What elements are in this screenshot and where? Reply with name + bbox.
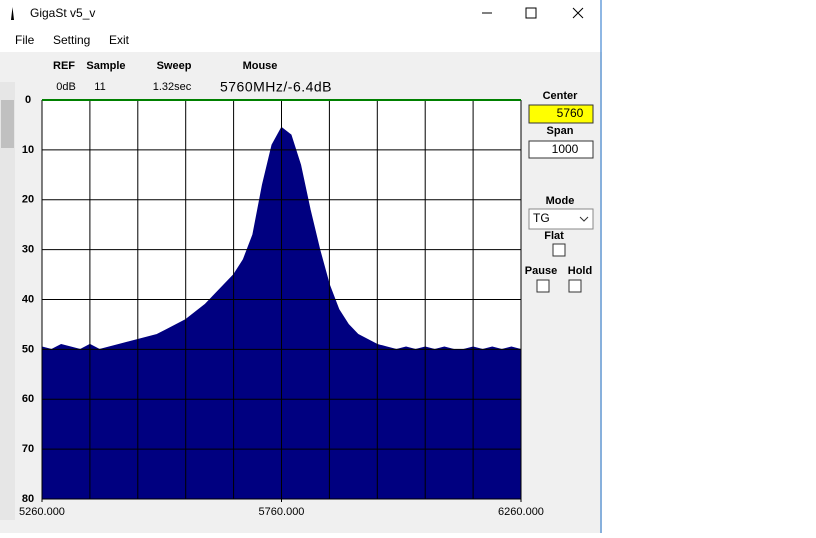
mouse-header: Mouse xyxy=(243,60,278,72)
hold-label: Hold xyxy=(568,265,592,277)
sweep-value: 1.32sec xyxy=(153,81,192,93)
flat-label: Flat xyxy=(544,230,564,242)
x-tick-label: 5760.000 xyxy=(259,506,305,518)
spectrum-plot xyxy=(41,99,522,500)
title-bar xyxy=(0,0,602,30)
y-tick-label: 30 xyxy=(22,244,34,256)
span-label: Span xyxy=(547,125,574,137)
sample-header: Sample xyxy=(86,60,125,72)
flat-checkbox[interactable] xyxy=(552,243,566,257)
scrollbar[interactable] xyxy=(0,82,15,520)
mode-select[interactable] xyxy=(528,208,594,230)
menu-exit[interactable]: Exit xyxy=(109,33,130,47)
menu-bar xyxy=(0,30,602,52)
menu-file[interactable]: File xyxy=(15,33,35,47)
center-input[interactable] xyxy=(528,104,594,124)
close-button[interactable] xyxy=(572,7,584,19)
y-tick-label: 50 xyxy=(22,343,34,355)
x-tick-label: 6260.000 xyxy=(498,506,544,518)
y-tick-label: 0 xyxy=(25,94,31,106)
span-value[interactable]: 1000 xyxy=(552,142,579,156)
maximize-button[interactable] xyxy=(525,7,537,19)
sample-value: 11 xyxy=(94,81,105,93)
scroll-thumb[interactable] xyxy=(1,100,14,148)
menu-setting[interactable]: Setting xyxy=(53,33,90,47)
app-icon xyxy=(8,7,17,20)
window-title: GigaSt v5_v xyxy=(30,6,95,20)
dropdown-arrow xyxy=(579,216,589,222)
ref-value: 0dB xyxy=(56,81,76,93)
sweep-header: Sweep xyxy=(157,60,192,72)
mode-value[interactable]: TG xyxy=(533,211,550,225)
center-label: Center xyxy=(543,90,579,102)
y-tick-label: 20 xyxy=(22,194,34,206)
y-tick-label: 60 xyxy=(22,393,34,405)
pause-label: Pause xyxy=(525,265,557,277)
span-input[interactable] xyxy=(528,140,594,159)
mode-label: Mode xyxy=(546,195,575,207)
x-tick-label: 5260.000 xyxy=(19,506,65,518)
ref-header: REF xyxy=(53,60,75,72)
y-tick-label: 80 xyxy=(22,493,34,505)
mouse-value: 5760MHz/-6.4dB xyxy=(220,79,332,95)
y-tick-label: 40 xyxy=(22,293,34,305)
pause-checkbox[interactable] xyxy=(536,279,550,293)
center-value[interactable]: 5760 xyxy=(557,106,584,120)
hold-checkbox[interactable] xyxy=(568,279,582,293)
y-tick-label: 70 xyxy=(22,443,34,455)
y-tick-label: 10 xyxy=(22,144,34,156)
